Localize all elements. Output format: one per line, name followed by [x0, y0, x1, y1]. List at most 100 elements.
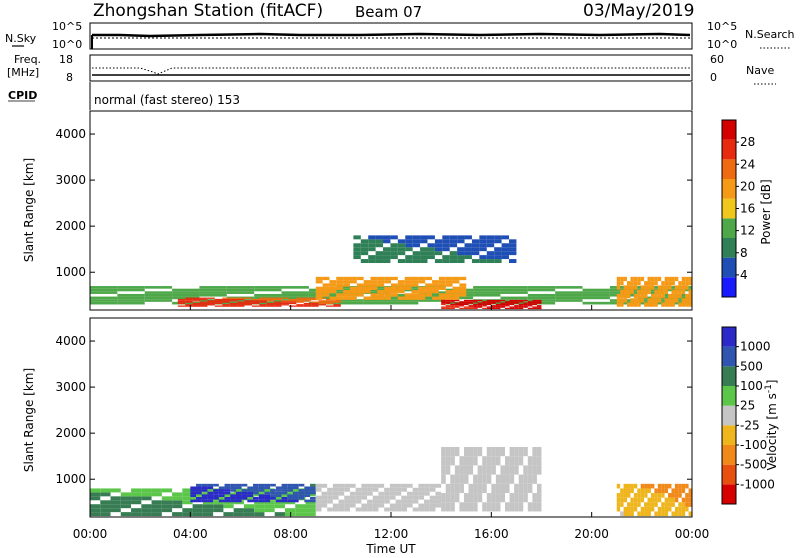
velocity-cell	[482, 483, 487, 494]
power-cell	[471, 243, 480, 248]
power-cell	[523, 299, 528, 302]
velocity-cell	[532, 446, 537, 457]
velocity-cell	[527, 456, 533, 466]
power-cell	[500, 288, 528, 292]
velocity-cell	[633, 506, 638, 512]
power-cell	[311, 302, 319, 305]
velocity-cell	[100, 492, 111, 497]
velocity-cell	[264, 504, 275, 509]
power-cell	[471, 259, 480, 264]
velocity-cell	[349, 483, 356, 488]
velocity-cell	[454, 483, 460, 494]
power-cell	[254, 286, 282, 289]
power-cell	[661, 285, 665, 290]
velocity-cell	[668, 506, 672, 512]
power-cell	[674, 285, 679, 290]
power-cell	[375, 251, 384, 256]
power-cell	[244, 302, 252, 305]
power-cell	[501, 255, 509, 260]
power-cell	[117, 301, 145, 305]
colorbar-swatch	[722, 120, 736, 140]
velocity-cell	[661, 506, 665, 512]
velocity-cell	[292, 494, 299, 497]
power-cell	[668, 285, 672, 290]
velocity-cell	[235, 491, 242, 495]
power-cell	[288, 302, 297, 305]
velocity-cell	[332, 487, 339, 492]
power-cell	[425, 283, 433, 287]
velocity-cell	[688, 493, 692, 498]
velocity-cell	[274, 504, 285, 509]
power-cell	[117, 293, 145, 297]
power-cell	[418, 299, 446, 302]
power-cell	[397, 289, 405, 294]
power-cell	[384, 293, 391, 297]
velocity-cell	[367, 499, 373, 504]
power-cell	[199, 291, 227, 294]
power-cell	[244, 301, 252, 303]
velocity-cell	[527, 483, 533, 494]
velocity-cell	[640, 493, 645, 498]
velocity-cell	[264, 494, 271, 497]
power-cell	[623, 289, 628, 294]
velocity-cell	[298, 489, 305, 492]
power-cell	[640, 293, 645, 299]
power-cell	[343, 280, 350, 284]
power-cell	[370, 276, 378, 281]
power-cell	[486, 259, 495, 264]
power-cell	[343, 289, 350, 294]
velocity-cell	[192, 504, 203, 509]
velocity-cell	[459, 465, 464, 475]
velocity-cell	[321, 491, 328, 496]
velocity-cell	[671, 511, 675, 517]
velocity-cell	[120, 492, 132, 497]
power-cell	[459, 283, 467, 287]
velocity-cell	[201, 483, 208, 487]
power-cell	[582, 296, 610, 300]
velocity-cell	[616, 483, 621, 489]
power-cell	[336, 296, 344, 300]
power-cell	[438, 280, 446, 284]
velocity-cell	[372, 499, 379, 504]
velocity-cell	[395, 499, 402, 504]
velocity-cell	[182, 508, 193, 513]
velocity-cell	[681, 483, 686, 489]
velocity-cell	[230, 496, 236, 500]
velocity-cell	[254, 508, 265, 513]
velocity-cell	[378, 483, 385, 488]
power-cell	[509, 307, 515, 310]
power-cell	[318, 301, 327, 303]
velocity-cell	[500, 446, 506, 457]
date-title: 03/May/2019	[583, 1, 695, 21]
velocity-cell	[201, 486, 208, 490]
velocity-cell	[110, 504, 121, 509]
velocity-cell	[664, 506, 669, 512]
power-cell	[668, 293, 672, 299]
power-cell	[527, 307, 533, 310]
velocity-cell	[264, 486, 271, 490]
velocity-cell	[213, 483, 219, 487]
power-cell	[671, 289, 675, 294]
velocity-cell	[247, 494, 254, 497]
velocity-cell	[518, 474, 524, 484]
velocity-cell	[450, 474, 455, 484]
power-cell	[518, 306, 524, 308]
velocity-cell	[445, 502, 451, 512]
power-cell	[192, 298, 201, 301]
power-cell	[383, 251, 391, 256]
velocity-cell	[418, 491, 425, 496]
power-cell	[536, 301, 542, 303]
power-cell	[463, 306, 469, 308]
power-cell	[616, 281, 621, 286]
power-cell	[450, 306, 455, 308]
power-cell	[177, 301, 186, 303]
power-cell	[623, 293, 628, 299]
velocity-cell	[688, 511, 692, 517]
velocity-cell	[367, 487, 373, 492]
velocity-cell	[424, 499, 430, 504]
velocity-cell	[241, 489, 248, 492]
velocity-cell	[90, 512, 101, 517]
power-cell	[363, 289, 371, 294]
power-cell	[432, 286, 439, 290]
power-cell	[442, 259, 450, 264]
